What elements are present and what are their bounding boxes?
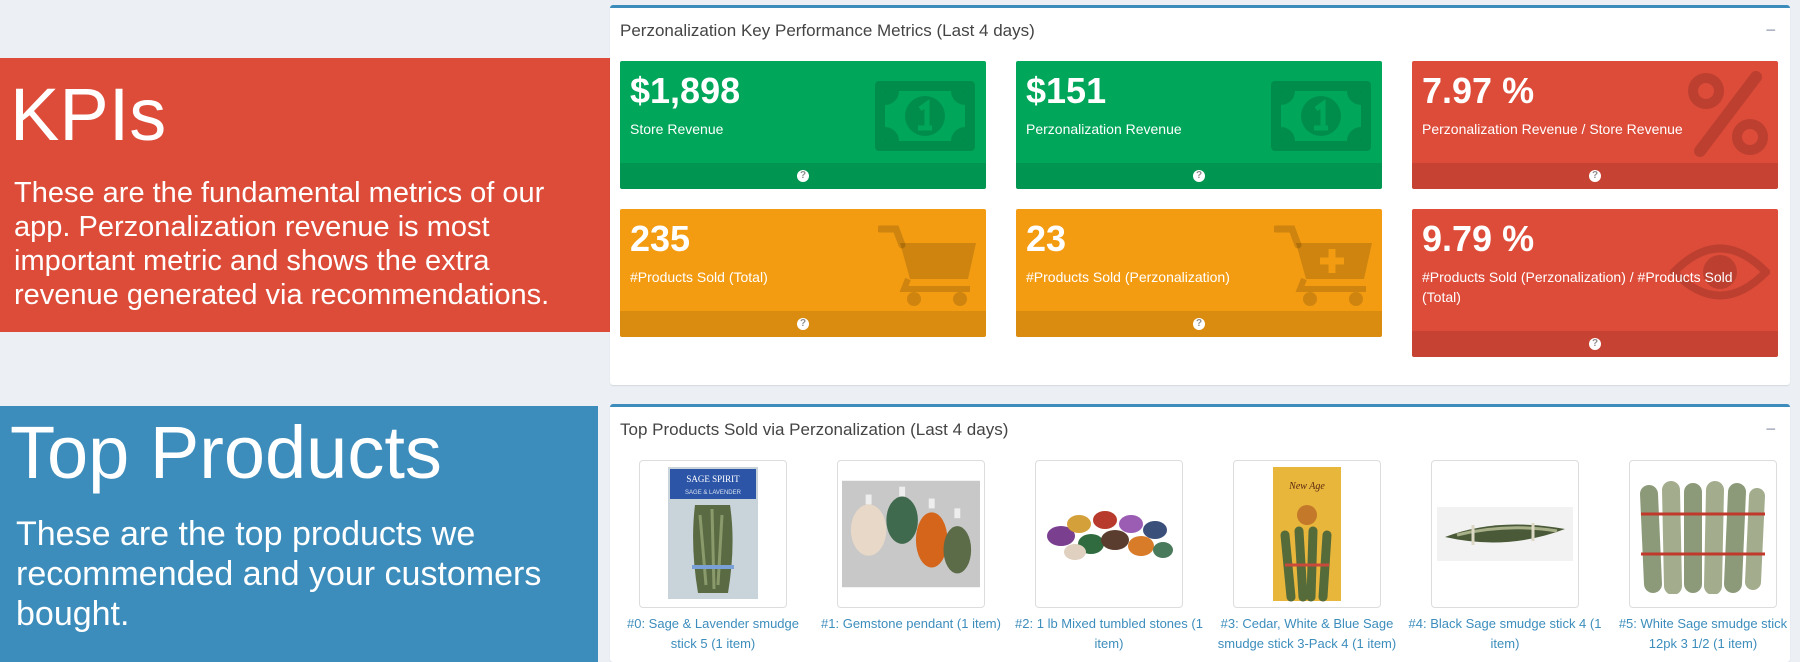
- question-circle-icon: ?: [1589, 338, 1601, 350]
- kpi-card-help-button[interactable]: ?: [1412, 331, 1778, 357]
- kpi-card-value: $1,898: [630, 70, 741, 111]
- kpi-card-value-row: 9.79 %: [1422, 219, 1768, 259]
- product-link[interactable]: #1: Gemstone pendant (1 item): [821, 616, 1001, 631]
- products-banner-text: These are the top products we recommende…: [16, 515, 542, 633]
- top-products-panel-collapse-button[interactable]: −: [1765, 419, 1776, 439]
- kpi-card-products-sold-perzonalization: 23 #Products Sold (Perzonalization) ?: [1016, 209, 1382, 337]
- kpi-card-revenue-ratio: 7.97 % Perzonalization Revenue / Store R…: [1412, 61, 1778, 189]
- product-image-gemstone-pendant[interactable]: [837, 460, 985, 608]
- question-circle-icon: ?: [1193, 170, 1205, 182]
- kpi-banner: KPIs These are the fundamental metrics o…: [0, 58, 610, 332]
- kpi-card-value-row: 7.97 %: [1422, 71, 1768, 111]
- product-image-sage-lavender[interactable]: SAGE SPIRIT SAGE & LAVENDER: [639, 460, 787, 608]
- kpi-card-label: Perzonalization Revenue: [1026, 121, 1182, 137]
- product-image-white-sage[interactable]: [1629, 460, 1777, 608]
- kpi-card-help-button[interactable]: ?: [1016, 311, 1382, 337]
- kpi-panel-header: Perzonalization Key Performance Metrics …: [620, 18, 1780, 44]
- kpi-card-help-button[interactable]: ?: [1016, 163, 1382, 189]
- top-products-panel-header: Top Products Sold via Perzonalization (L…: [620, 417, 1780, 443]
- kpi-panel-collapse-button[interactable]: −: [1765, 20, 1776, 40]
- kpi-card-label: #Products Sold (Perzonalization) / #Prod…: [1422, 269, 1733, 305]
- product-photo: [1640, 481, 1765, 594]
- kpi-card-help-button[interactable]: ?: [620, 163, 986, 189]
- kpi-card-label: #Products Sold (Total): [630, 269, 768, 285]
- product-item: #1: Gemstone pendant (1 item): [812, 460, 1010, 634]
- kpi-card-help-button[interactable]: ?: [620, 311, 986, 337]
- product-image-mixed-stones[interactable]: [1035, 460, 1183, 608]
- product-photo: [842, 480, 980, 588]
- kpi-card-value: 9.79: [1422, 218, 1493, 259]
- kpi-banner-title: KPIs: [10, 73, 167, 156]
- package-subtitle: SAGE & LAVENDER: [685, 490, 742, 496]
- kpi-card-products-sold-total: 235 #Products Sold (Total) ?: [620, 209, 986, 337]
- kpi-card-label: Store Revenue: [630, 121, 724, 137]
- product-image-black-sage[interactable]: [1431, 460, 1579, 608]
- kpi-card-value: 7.97: [1422, 70, 1493, 111]
- products-banner: Top Products These are the top products …: [0, 406, 598, 662]
- kpi-panel: Perzonalization Key Performance Metrics …: [610, 5, 1790, 385]
- question-circle-icon: ?: [1193, 318, 1205, 330]
- product-link[interactable]: #4: Black Sage smudge stick 4 (1 item): [1408, 616, 1602, 651]
- product-image-sage-3-pack[interactable]: New Age: [1233, 460, 1381, 608]
- product-item: #4: Black Sage smudge stick 4 (1 item): [1406, 460, 1604, 654]
- product-item: #5: White Sage smudge stick 12pk 3 1/2 (…: [1604, 460, 1800, 654]
- kpi-card-store-revenue: $1,898 Store Revenue ?: [620, 61, 986, 189]
- product-photo: [1047, 511, 1173, 560]
- kpi-card-products-sold-ratio: 9.79 % #Products Sold (Perzonalization) …: [1412, 209, 1778, 357]
- kpi-card-label: Perzonalization Revenue / Store Revenue: [1422, 121, 1683, 137]
- kpi-card-help-button[interactable]: ?: [1412, 163, 1778, 189]
- kpi-card-unit: %: [1502, 70, 1535, 111]
- money-icon: [1271, 81, 1371, 151]
- kpi-banner-text: These are the fundamental metrics of our…: [14, 177, 550, 311]
- cart-icon: [878, 225, 976, 306]
- kpi-card-label: #Products Sold (Perzonalization): [1026, 269, 1230, 285]
- product-link[interactable]: #5: White Sage smudge stick 12pk 3 1/2 (…: [1618, 616, 1788, 651]
- product-link[interactable]: #0: Sage & Lavender smudge stick 5 (1 it…: [626, 616, 799, 651]
- product-photo: SAGE SPIRIT SAGE & LAVENDER: [668, 467, 758, 599]
- kpi-panel-title: Perzonalization Key Performance Metrics …: [620, 21, 1035, 40]
- kpi-card-perzonalization-revenue: $151 Perzonalization Revenue ?: [1016, 61, 1382, 189]
- money-icon: [875, 81, 975, 151]
- package-title: SAGE SPIRIT: [686, 474, 740, 484]
- product-item: #2: 1 lb Mixed tumbled stones (1 item): [1010, 460, 1208, 654]
- question-circle-icon: ?: [1589, 170, 1601, 182]
- top-products-panel: Top Products Sold via Perzonalization (L…: [610, 404, 1790, 662]
- question-circle-icon: ?: [797, 318, 809, 330]
- question-circle-icon: ?: [797, 170, 809, 182]
- top-products-panel-title: Top Products Sold via Perzonalization (L…: [620, 420, 1009, 439]
- package-title: New Age: [1288, 481, 1325, 492]
- products-banner-title: Top Products: [10, 411, 442, 494]
- kpi-card-value: $151: [1026, 70, 1107, 111]
- kpi-card-value: 235: [630, 218, 691, 259]
- product-item: New Age #3: Cedar, White & Blue Sage smu…: [1208, 460, 1406, 654]
- product-photo: [1437, 507, 1573, 561]
- kpi-card-value: 23: [1026, 218, 1067, 259]
- product-link[interactable]: #3: Cedar, White & Blue Sage smudge stic…: [1217, 616, 1397, 651]
- percent-icon: [1688, 71, 1768, 157]
- product-photo: New Age: [1273, 467, 1341, 602]
- product-item: SAGE SPIRIT SAGE & LAVENDER #0: Sage & L…: [614, 460, 812, 654]
- product-link[interactable]: #2: 1 lb Mixed tumbled stones (1 item): [1015, 616, 1203, 651]
- cart-plus-icon: [1274, 225, 1372, 306]
- eye-icon: [1670, 244, 1770, 300]
- kpi-card-unit: %: [1502, 218, 1535, 259]
